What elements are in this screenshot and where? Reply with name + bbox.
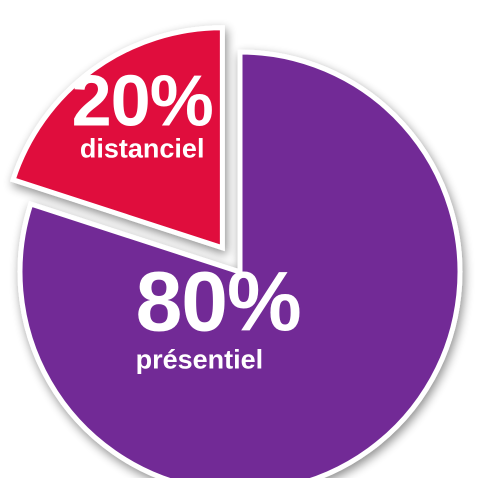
pie-slice-présentiel	[17, 49, 463, 478]
slice-percent-label-présentiel: 80%	[136, 255, 301, 349]
slice-category-label-présentiel: présentiel	[136, 345, 264, 375]
slice-category-label-distanciel: distanciel	[80, 133, 205, 163]
slice-percent-label-distanciel: 20%	[72, 61, 213, 141]
pie-slice-distanciel	[9, 25, 225, 252]
